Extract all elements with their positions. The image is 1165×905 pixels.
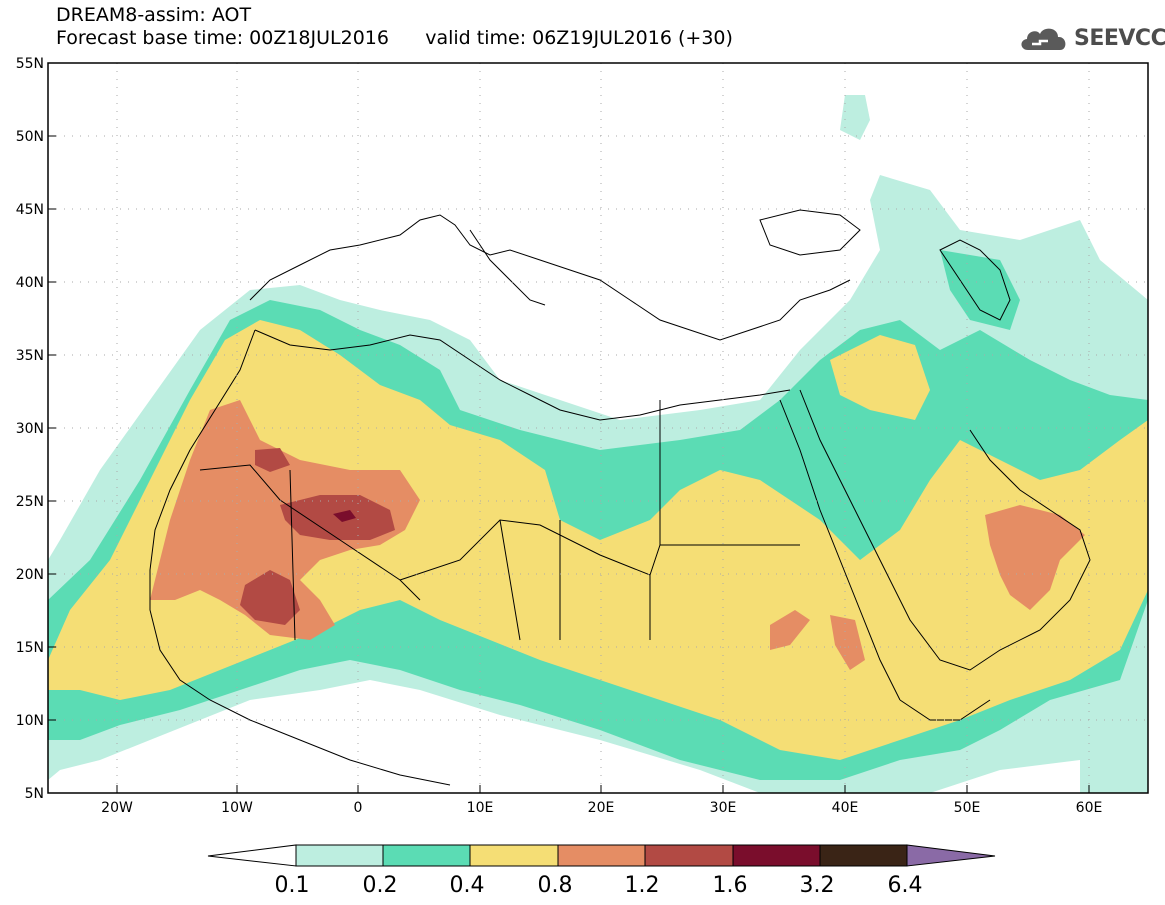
valid-time: valid time: 06Z19JUL2016 (+30): [425, 27, 733, 49]
aot-band-1.2-south: [240, 570, 300, 625]
lat-label: 25N: [16, 494, 44, 510]
lat-label: 5N: [25, 786, 44, 802]
colorbar-swatch: [469, 844, 559, 867]
lat-label: 55N: [16, 56, 44, 72]
colorbar-label: 1.2: [625, 873, 660, 898]
lat-label: 20N: [16, 567, 44, 583]
lat-label: 35N: [16, 348, 44, 364]
lon-label: 10E: [467, 800, 494, 816]
colorbar-label: 6.4: [888, 873, 923, 898]
coast-north-africa: [254, 329, 791, 421]
coast-europe: [249, 214, 851, 341]
colorbar-arrow-low: [207, 844, 297, 867]
aot-band-0.8-arabia: [985, 505, 1085, 610]
lat-labels: 55N 50N 45N 40N 35N 30N 25N 20N 15N 10N …: [16, 56, 44, 802]
aot-field: [48, 95, 1148, 793]
map-title: DREAM8-assim: AOT: [56, 4, 252, 26]
colorbar-label: 3.2: [800, 873, 835, 898]
cloud-icon: [1021, 28, 1066, 50]
lon-labels: 20W 10W 0 10E 20E 30E 40E 50E 60E: [101, 800, 1102, 816]
lat-label: 10N: [16, 713, 44, 729]
lon-gridlines: [116, 63, 1090, 793]
aot-band-0.8-sudan: [770, 610, 810, 650]
forecast-times: Forecast base time: 00Z18JUL2016 valid t…: [56, 27, 733, 50]
lat-label: 40N: [16, 275, 44, 291]
lon-label: 50E: [954, 800, 981, 816]
colorbar-swatch: [557, 844, 646, 867]
coast-red-sea: [779, 399, 901, 701]
aot-band-0.1-north: [840, 95, 870, 140]
aot-band-0.8-eritrea: [830, 615, 865, 670]
aot-band-1.2-west: [255, 448, 290, 472]
colorbar: 0.1 0.2 0.4 0.8 1.2 1.6 3.2 6.4: [207, 844, 996, 898]
coast-italy: [469, 229, 546, 306]
colorbar-label: 0.2: [363, 873, 398, 898]
colorbar-swatch: [819, 844, 908, 867]
colorbar-swatch: [732, 844, 821, 867]
lon-label: 20E: [588, 800, 615, 816]
border-sahara-1: [199, 464, 421, 601]
colorbar-label: 0.1: [275, 873, 310, 898]
colorbar-swatch: [644, 844, 734, 867]
aot-band-0.4-iraq: [830, 335, 930, 420]
lon-label: 60E: [1076, 800, 1103, 816]
aot-band-0.4: [48, 320, 1148, 760]
coast-black-sea: [759, 209, 861, 256]
lat-label: 45N: [16, 202, 44, 218]
base-time: Forecast base time: 00Z18JUL2016: [56, 27, 389, 49]
colorbar-swatch: [295, 844, 384, 867]
seevccc-logo: SEEVCCC: [1018, 22, 1165, 54]
lon-label: 0: [354, 800, 363, 816]
border-sahara-2: [399, 519, 800, 581]
map-header: DREAM8-assim: AOT Forecast base time: 00…: [56, 4, 733, 50]
lat-label: 50N: [16, 129, 44, 145]
lon-label: 10W: [221, 800, 253, 816]
colorbar-label: 1.6: [713, 873, 748, 898]
lon-label: 20W: [101, 800, 133, 816]
lat-label: 15N: [16, 640, 44, 656]
border-sahel: [289, 469, 651, 641]
lat-label: 30N: [16, 421, 44, 437]
coast-caspian: [939, 239, 1011, 321]
tick-marks: [48, 62, 1090, 794]
colorbar-label: 0.4: [450, 873, 485, 898]
colorbar-arrow-high: [906, 844, 996, 867]
lon-label: 30E: [710, 800, 737, 816]
lon-label: 40E: [832, 800, 859, 816]
logo-text: SEEVCCC: [1074, 25, 1165, 51]
aot-band-1.6: [333, 510, 356, 522]
coast-west-africa: [149, 329, 451, 786]
coast-arabia: [799, 389, 1091, 671]
colorbar-swatch: [382, 844, 471, 867]
colorbar-label: 0.8: [538, 873, 573, 898]
